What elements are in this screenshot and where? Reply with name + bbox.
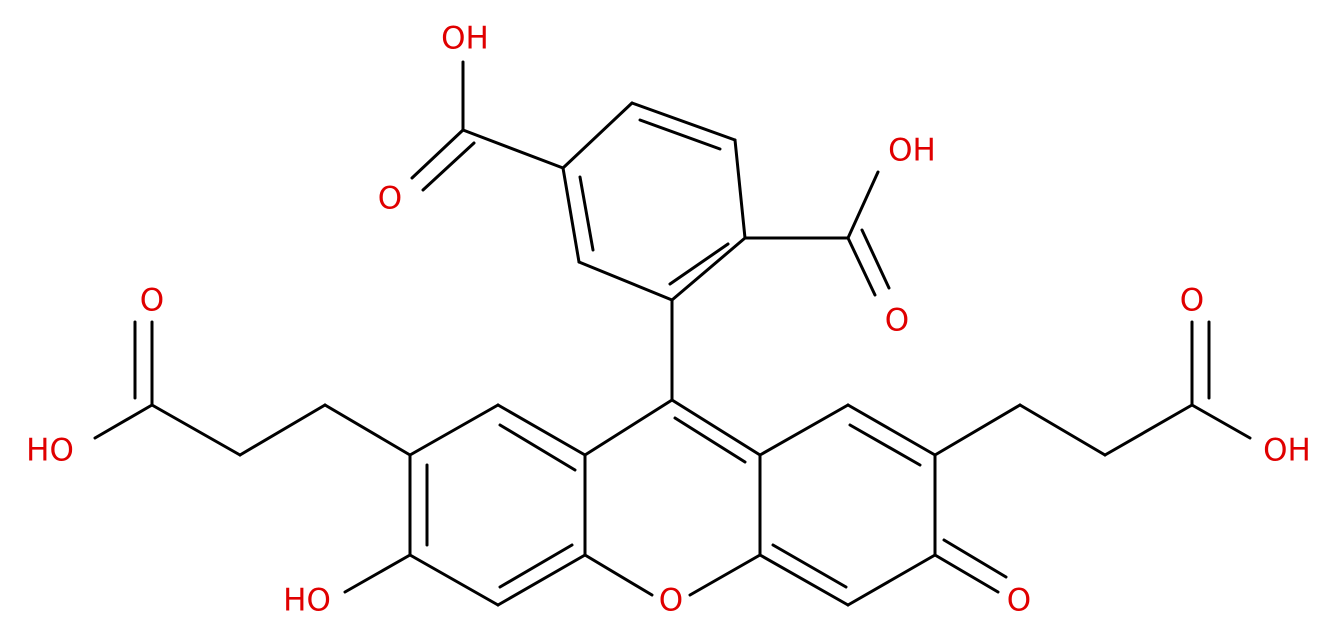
atom-labels: OH O OH O O HO O OH HO O O	[26, 21, 1311, 619]
atom-label: O	[659, 583, 683, 619]
atom-label: OH	[1263, 433, 1311, 469]
bonds	[93, 60, 1252, 607]
atom-label: O	[378, 181, 402, 217]
atom-label: OH	[441, 21, 489, 57]
atom-label: O	[140, 283, 164, 319]
atom-label: O	[885, 303, 909, 339]
atom-label: O	[1007, 583, 1031, 619]
atom-label: HO	[26, 433, 74, 469]
atom-label: O	[1180, 283, 1204, 319]
atom-label: OH	[888, 133, 936, 169]
atom-label: HO	[283, 583, 331, 619]
